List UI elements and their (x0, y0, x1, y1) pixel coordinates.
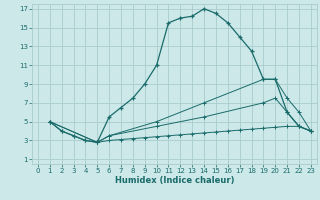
X-axis label: Humidex (Indice chaleur): Humidex (Indice chaleur) (115, 176, 234, 185)
